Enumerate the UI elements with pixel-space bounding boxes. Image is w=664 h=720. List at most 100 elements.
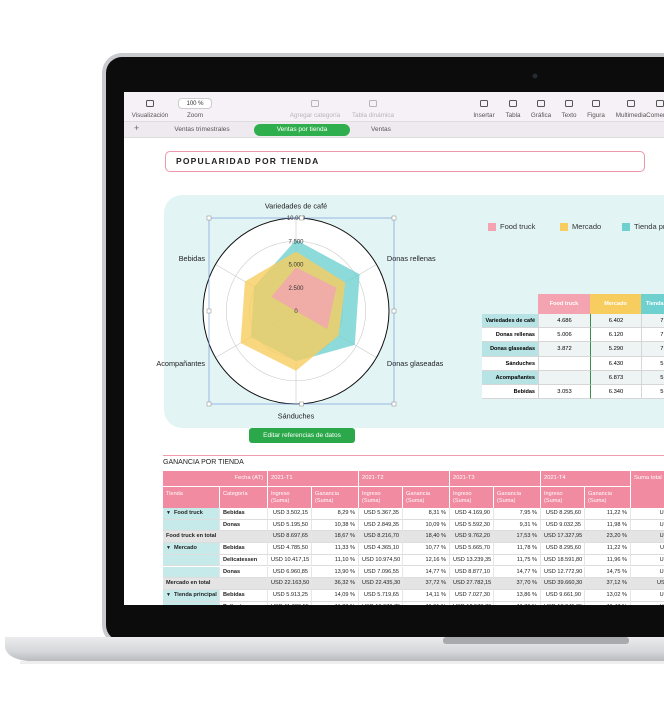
- toolbar-icon: [146, 100, 154, 107]
- toolbar-button[interactable]: Visualización: [131, 112, 169, 119]
- cell-text: USD 2.849,35: [363, 521, 399, 528]
- cell-text: 11,22 %: [606, 545, 627, 552]
- pivot-cell: 11,76 %: [494, 601, 541, 605]
- cell-text: 18,67 %: [334, 533, 355, 540]
- table-header: Mercado: [590, 294, 641, 314]
- legend-label: Food truck: [500, 222, 536, 231]
- table-cell: 3.053: [538, 385, 590, 400]
- table-cell: 7.650: [641, 314, 664, 329]
- tab-active[interactable]: Ventas por tienda: [254, 124, 350, 136]
- zoom-menu[interactable]: 100 %: [178, 98, 212, 109]
- pivot-cell: USD 5.367,35: [359, 508, 403, 520]
- cell-text: USD 8.295,60: [545, 545, 581, 552]
- cell-text: USD 39.660,30: [544, 580, 583, 587]
- cell-text: USD 4.785,50: [272, 545, 308, 552]
- pivot-header: 2021-T2: [359, 471, 450, 486]
- cell-text: 13,86 %: [516, 591, 537, 598]
- legend-swatch: [560, 223, 568, 231]
- pivot-cell: 14,77 %: [494, 566, 541, 579]
- pivot-cell: USD 22.435,30: [359, 578, 403, 590]
- tab[interactable]: Ventas: [371, 126, 391, 133]
- screen: Visualización 100 % Zoom Agregar categoría T…: [124, 92, 664, 605]
- pivot-header: [631, 486, 664, 508]
- toolbar-button[interactable]: Texto: [561, 112, 577, 119]
- selection-handle: [391, 401, 397, 407]
- cell-text: USD 28.32: [659, 591, 664, 598]
- pivot-cell: USD 9.032,35: [541, 519, 585, 532]
- cell-text: USD 24.66: [659, 521, 664, 528]
- table-header: Tienda principal: [641, 294, 664, 314]
- cell-text: 14,11 %: [425, 591, 446, 598]
- pivot-cell: USD 3.502,15: [268, 508, 312, 520]
- pivot-cell: USD 4.785,50: [268, 543, 312, 555]
- toolbar-icon: [627, 100, 635, 107]
- pivot-cell: 37,72 %: [403, 578, 450, 590]
- cell-text: USD 18.845,85: [544, 604, 582, 605]
- cell-text: USD 9.032,35: [545, 521, 581, 528]
- cell-text: USD 5.665,70: [454, 545, 490, 552]
- cell-text: USD 12.578,70: [453, 604, 491, 605]
- cell-text: 37,72 %: [425, 580, 446, 587]
- cell-text: USD 7.027,30: [454, 591, 490, 598]
- table-cell: [538, 370, 590, 385]
- cell-text: 11,10 %: [334, 556, 355, 563]
- row-label: Acompañantes: [482, 370, 538, 385]
- pivot-cell: 14,09 %: [312, 589, 359, 602]
- tab[interactable]: Ventas trimestrales: [174, 126, 230, 133]
- cell-text: 10,38 %: [334, 521, 355, 528]
- cell-text: USD 53.22: [659, 556, 664, 563]
- edit-references-button[interactable]: Editar referencias de datos: [249, 428, 355, 443]
- pivot-cell: Delicatessen: [220, 554, 268, 567]
- toolbar-button[interactable]: Tabla: [505, 112, 521, 119]
- pivot-cell: 11,22 %: [585, 508, 631, 520]
- toolbar-button[interactable]: Gráfica: [530, 112, 552, 119]
- pivot-cell: 13,90 %: [312, 566, 359, 579]
- toolbar-button[interactable]: Comentar: [646, 112, 664, 119]
- cell-text: USD 5.719,65: [363, 591, 399, 598]
- pivot-cell: Bebidas: [220, 508, 268, 520]
- cell-text: USD 43.76: [659, 533, 664, 540]
- cell-text: 13,02 %: [606, 591, 627, 598]
- cell-text: USD 4.169,90: [454, 510, 490, 516]
- pivot-cell: 8,31 %: [403, 508, 450, 520]
- row-label: Donas rellenas: [482, 328, 538, 343]
- cell-text: 36,32 %: [334, 580, 355, 587]
- cell-text: 10,09 %: [425, 521, 446, 528]
- row-label: Variedades de café: [482, 314, 538, 329]
- toolbar-icon: [311, 100, 319, 107]
- toolbar-button[interactable]: Figura: [587, 112, 605, 119]
- cell-text: USD 18.591,80: [544, 556, 583, 563]
- table-cell: 6.120: [590, 328, 641, 343]
- pivot-subheader: Ganancia (Suma): [494, 486, 541, 508]
- toolbar-icon: [592, 100, 600, 107]
- pivot-cell: USD 9.661,90: [541, 589, 585, 602]
- pivot-cell: USD 10.417,15: [268, 554, 312, 567]
- cell-text: 11,91 %: [426, 604, 446, 605]
- pivot-subheader: Ingreso (Suma): [541, 486, 585, 508]
- pivot-cell: 11,91 %: [403, 601, 450, 605]
- divider: [163, 455, 664, 457]
- table-cell: 6.340: [590, 385, 641, 400]
- cell-text: Donas: [223, 521, 241, 528]
- toolbar-button[interactable]: Multimedia: [615, 112, 647, 119]
- pivot-cell: Donas: [220, 566, 268, 579]
- pivot-cell: USD 5.719,65: [359, 589, 403, 602]
- notch: [443, 637, 629, 644]
- pivot-row-label: [163, 566, 220, 579]
- disclosure-triangle: ▼: [166, 591, 171, 598]
- radial-tick-label: 2.500: [288, 286, 304, 292]
- pivot-cell: 8,29 %: [312, 508, 359, 520]
- pivot-cell: USD 43.76: [631, 531, 664, 544]
- toolbar-button[interactable]: Insertar: [473, 112, 495, 119]
- pivot-cell: USD 4.169,90: [450, 508, 494, 520]
- toolbar-button[interactable]: Zoom: [186, 112, 204, 119]
- category-label: Variedades de café: [265, 202, 327, 211]
- pivot-cell: 11,47 %: [585, 601, 631, 605]
- pivot-cell: 23,20 %: [585, 531, 631, 544]
- category-label: Donas glaseadas: [387, 359, 444, 368]
- cell-text: 8,29 %: [337, 510, 355, 516]
- cell-text: Delicatessen: [223, 604, 257, 605]
- pivot-cell: USD 8.295,60: [541, 543, 585, 555]
- pivot-cell: 11,33 %: [312, 543, 359, 555]
